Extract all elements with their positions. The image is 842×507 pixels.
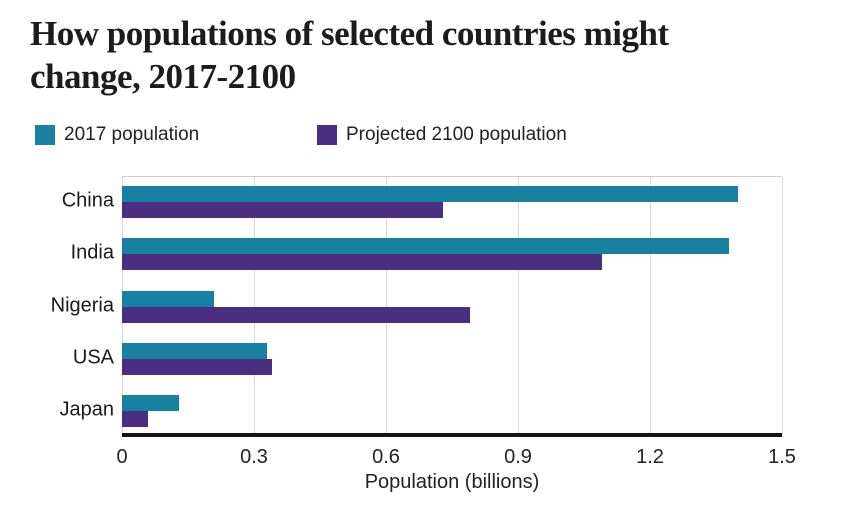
legend-label-2017: 2017 population bbox=[64, 124, 200, 145]
bar-nigeria-2100 bbox=[122, 307, 470, 323]
bar-china-2017 bbox=[122, 186, 738, 202]
plot-area bbox=[122, 176, 783, 434]
gridline-x-1.5 bbox=[782, 177, 783, 434]
gridline-x-0.6 bbox=[386, 177, 387, 434]
x-axis-title: Population (billions) bbox=[364, 471, 540, 493]
bar-china-2100 bbox=[122, 202, 443, 218]
category-label-usa: USA bbox=[72, 346, 114, 369]
bar-india-2100 bbox=[122, 254, 602, 270]
gridline-x-0.3 bbox=[254, 177, 255, 434]
bar-japan-2017 bbox=[122, 395, 179, 411]
bar-japan-2100 bbox=[122, 411, 148, 427]
category-label-nigeria: Nigeria bbox=[50, 294, 114, 317]
category-label-japan: Japan bbox=[59, 398, 115, 421]
legend-label-2100: Projected 2100 population bbox=[346, 124, 567, 145]
bar-nigeria-2017 bbox=[122, 291, 214, 307]
x-tick-label-1.2: 1.2 bbox=[636, 446, 664, 468]
x-tick-label-0.3: 0.3 bbox=[240, 446, 268, 468]
gridline-x-1.2 bbox=[650, 177, 651, 434]
chart-title-line2: change, 2017-2100 bbox=[30, 57, 296, 96]
x-tick-label-0: 0 bbox=[116, 446, 128, 468]
x-axis-ticks: 0 0.3 0.6 0.9 1.2 1.5 bbox=[0, 446, 842, 470]
bar-usa-2100 bbox=[122, 359, 272, 375]
bar-india-2017 bbox=[122, 238, 729, 254]
x-tick-label-1.5: 1.5 bbox=[768, 446, 796, 468]
legend-swatch-2100-icon bbox=[317, 125, 337, 145]
x-tick-label-0.9: 0.9 bbox=[504, 446, 532, 468]
legend-swatch-2017-icon bbox=[35, 125, 55, 145]
chart-title-line1: How populations of selected countries mi… bbox=[30, 14, 669, 53]
legend-item-2100: Projected 2100 population bbox=[317, 124, 567, 146]
category-label-china: China bbox=[61, 189, 114, 212]
bar-usa-2017 bbox=[122, 343, 267, 359]
legend-item-2017: 2017 population bbox=[35, 124, 199, 146]
chart-title: How populations of selected countries mi… bbox=[30, 12, 820, 98]
gridline-x-0.9 bbox=[518, 177, 519, 434]
x-tick-label-0.6: 0.6 bbox=[372, 446, 400, 468]
y-axis-category-labels: China India Nigeria USA Japan bbox=[0, 176, 114, 433]
x-axis-line bbox=[122, 433, 782, 437]
category-label-india: India bbox=[70, 241, 114, 264]
